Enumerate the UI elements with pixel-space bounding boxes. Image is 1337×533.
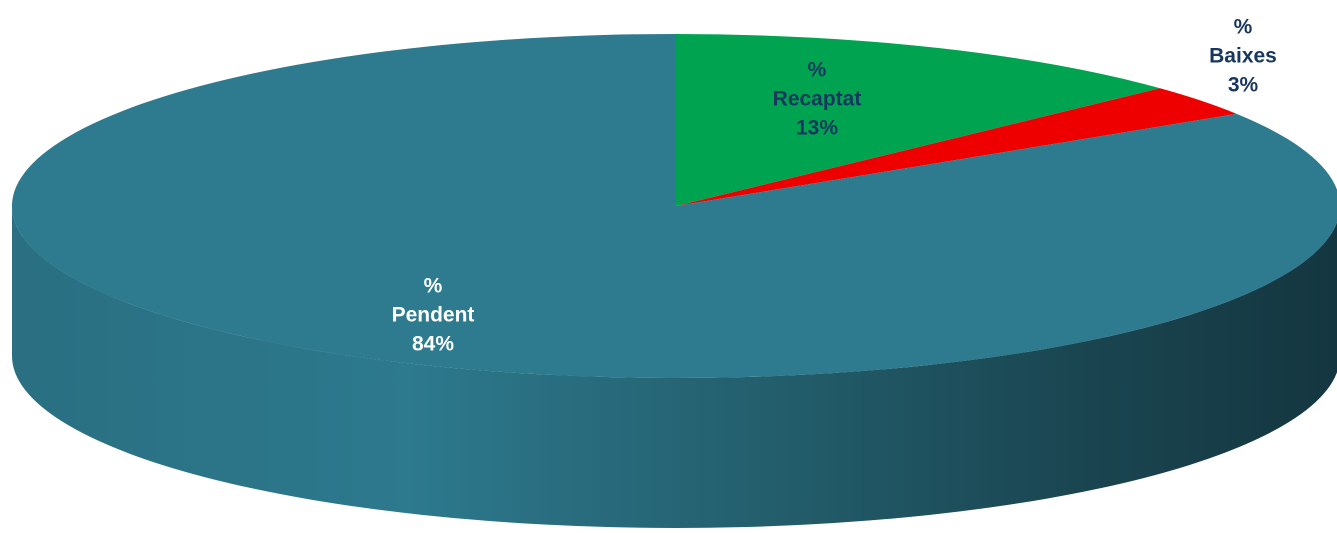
slice-label-recaptat-prefix: % [807, 58, 827, 82]
pie-slice-pendent [12, 34, 1337, 378]
slice-label-baixes-prefix: % [1233, 15, 1253, 39]
slice-label-recaptat: % Recaptat 13% [773, 56, 862, 143]
slice-label-recaptat-value: 13% [795, 116, 839, 140]
pie-side-wall [12, 206, 1337, 528]
slice-label-pendent-value: 84% [411, 332, 455, 356]
pie-top-face [12, 34, 1337, 378]
slice-label-baixes-value: 3% [1227, 73, 1259, 97]
slice-label-pendent-name: Pendent [391, 303, 475, 327]
slice-label-pendent-prefix: % [423, 274, 443, 298]
slice-label-pendent: % Pendent 84% [392, 272, 475, 359]
slice-label-recaptat-name: Recaptat [772, 87, 862, 111]
pie-slice-recaptat [676, 34, 1161, 206]
pie-slice-baixes [676, 88, 1237, 206]
pie-side-wall-shape [12, 206, 1337, 528]
slice-label-baixes: % Baixes 3% [1209, 13, 1277, 100]
slice-label-baixes-name: Baixes [1209, 44, 1277, 68]
